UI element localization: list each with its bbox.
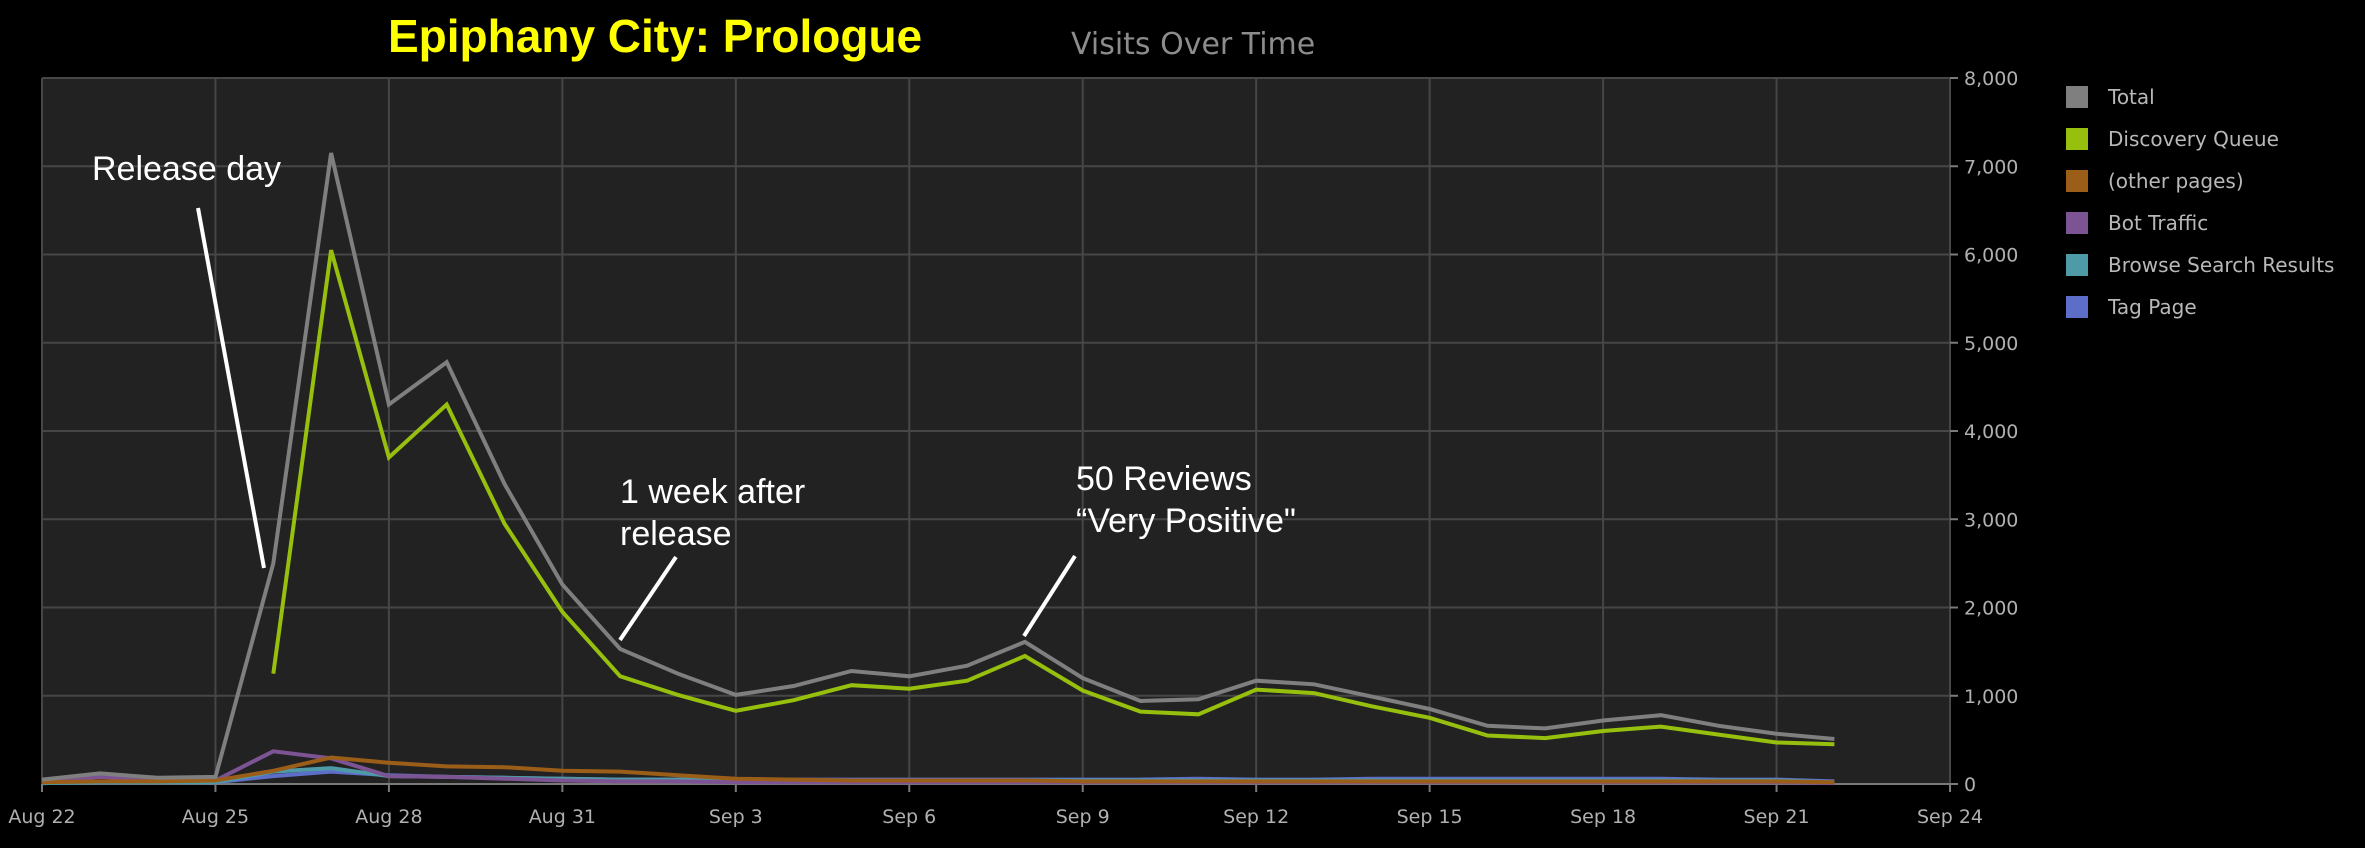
- x-tick-label: Sep 21: [1744, 806, 1810, 828]
- y-axis-ticks: 0 1,000 2,000 3,000 4,000 5,000 6,000 7,000 8,00…: [1950, 68, 2018, 796]
- y-tick-label: 5,000: [1964, 333, 2018, 355]
- y-tick-label: 0: [1964, 774, 1976, 796]
- legend: Total Discovery Queue (other pages) Bot Tra…: [2066, 76, 2334, 328]
- chart-subtitle: Visits Over Time: [1071, 27, 1315, 62]
- legend-swatch: [2066, 128, 2088, 150]
- annotation-pointer: [1022, 554, 1077, 638]
- y-tick-label: 1,000: [1964, 686, 2018, 708]
- legend-item: Browse Search Results: [2066, 244, 2334, 286]
- legend-swatch: [2066, 296, 2088, 318]
- legend-item: Discovery Queue: [2066, 118, 2334, 160]
- chart-title: Epiphany City: Prologue: [388, 10, 922, 62]
- x-tick-label: Sep 3: [709, 806, 763, 828]
- legend-item: (other pages): [2066, 160, 2334, 202]
- y-tick-label: 7,000: [1964, 156, 2018, 178]
- series-line-discovery-queue: [271, 249, 1835, 747]
- annotation-pointer: [618, 555, 678, 642]
- x-tick-label: Sep 6: [882, 806, 936, 828]
- annotations: Release day 1 week after release 50 Reviews…: [92, 150, 1296, 642]
- x-tick-label: Sep 15: [1397, 806, 1463, 828]
- annotation-pointer: [196, 207, 266, 569]
- y-tick-label: 3,000: [1964, 509, 2018, 531]
- x-tick-label: Aug 25: [182, 806, 249, 828]
- series-line-other-pages: [41, 755, 1835, 785]
- legend-label: Tag Page: [2108, 295, 2197, 319]
- legend-swatch: [2066, 86, 2088, 108]
- legend-item: Tag Page: [2066, 286, 2334, 328]
- annotation-text: 50 Reviews: [1076, 460, 1252, 498]
- x-tick-label: Aug 22: [8, 806, 75, 828]
- y-tick-label: 4,000: [1964, 421, 2018, 443]
- annotation-text: Release day: [92, 150, 281, 188]
- legend-swatch: [2066, 212, 2088, 234]
- annotation-text: release: [620, 515, 732, 553]
- legend-swatch: [2066, 170, 2088, 192]
- legend-item: Total: [2066, 76, 2334, 118]
- legend-item: Bot Traffic: [2066, 202, 2334, 244]
- legend-label: Browse Search Results: [2108, 253, 2335, 277]
- annotation-text: 1 week after: [620, 473, 805, 511]
- y-tick-label: 8,000: [1964, 68, 2018, 90]
- legend-swatch: [2066, 254, 2088, 276]
- x-tick-label: Sep 12: [1223, 806, 1289, 828]
- series-line-total: [41, 152, 1835, 782]
- series-layer: [41, 152, 1835, 786]
- x-tick-label: Sep 24: [1917, 806, 1983, 828]
- y-tick-label: 6,000: [1964, 245, 2018, 267]
- x-tick-label: Aug 31: [529, 806, 596, 828]
- x-tick-label: Aug 28: [355, 806, 422, 828]
- y-tick-label: 2,000: [1964, 598, 2018, 620]
- legend-label: Discovery Queue: [2108, 127, 2279, 151]
- legend-label: (other pages): [2108, 169, 2244, 193]
- x-tick-label: Sep 9: [1056, 806, 1110, 828]
- legend-label: Bot Traffic: [2108, 211, 2209, 235]
- legend-label: Total: [2108, 85, 2155, 109]
- x-tick-label: Sep 18: [1570, 806, 1636, 828]
- annotation-text: “Very Positive": [1076, 502, 1296, 540]
